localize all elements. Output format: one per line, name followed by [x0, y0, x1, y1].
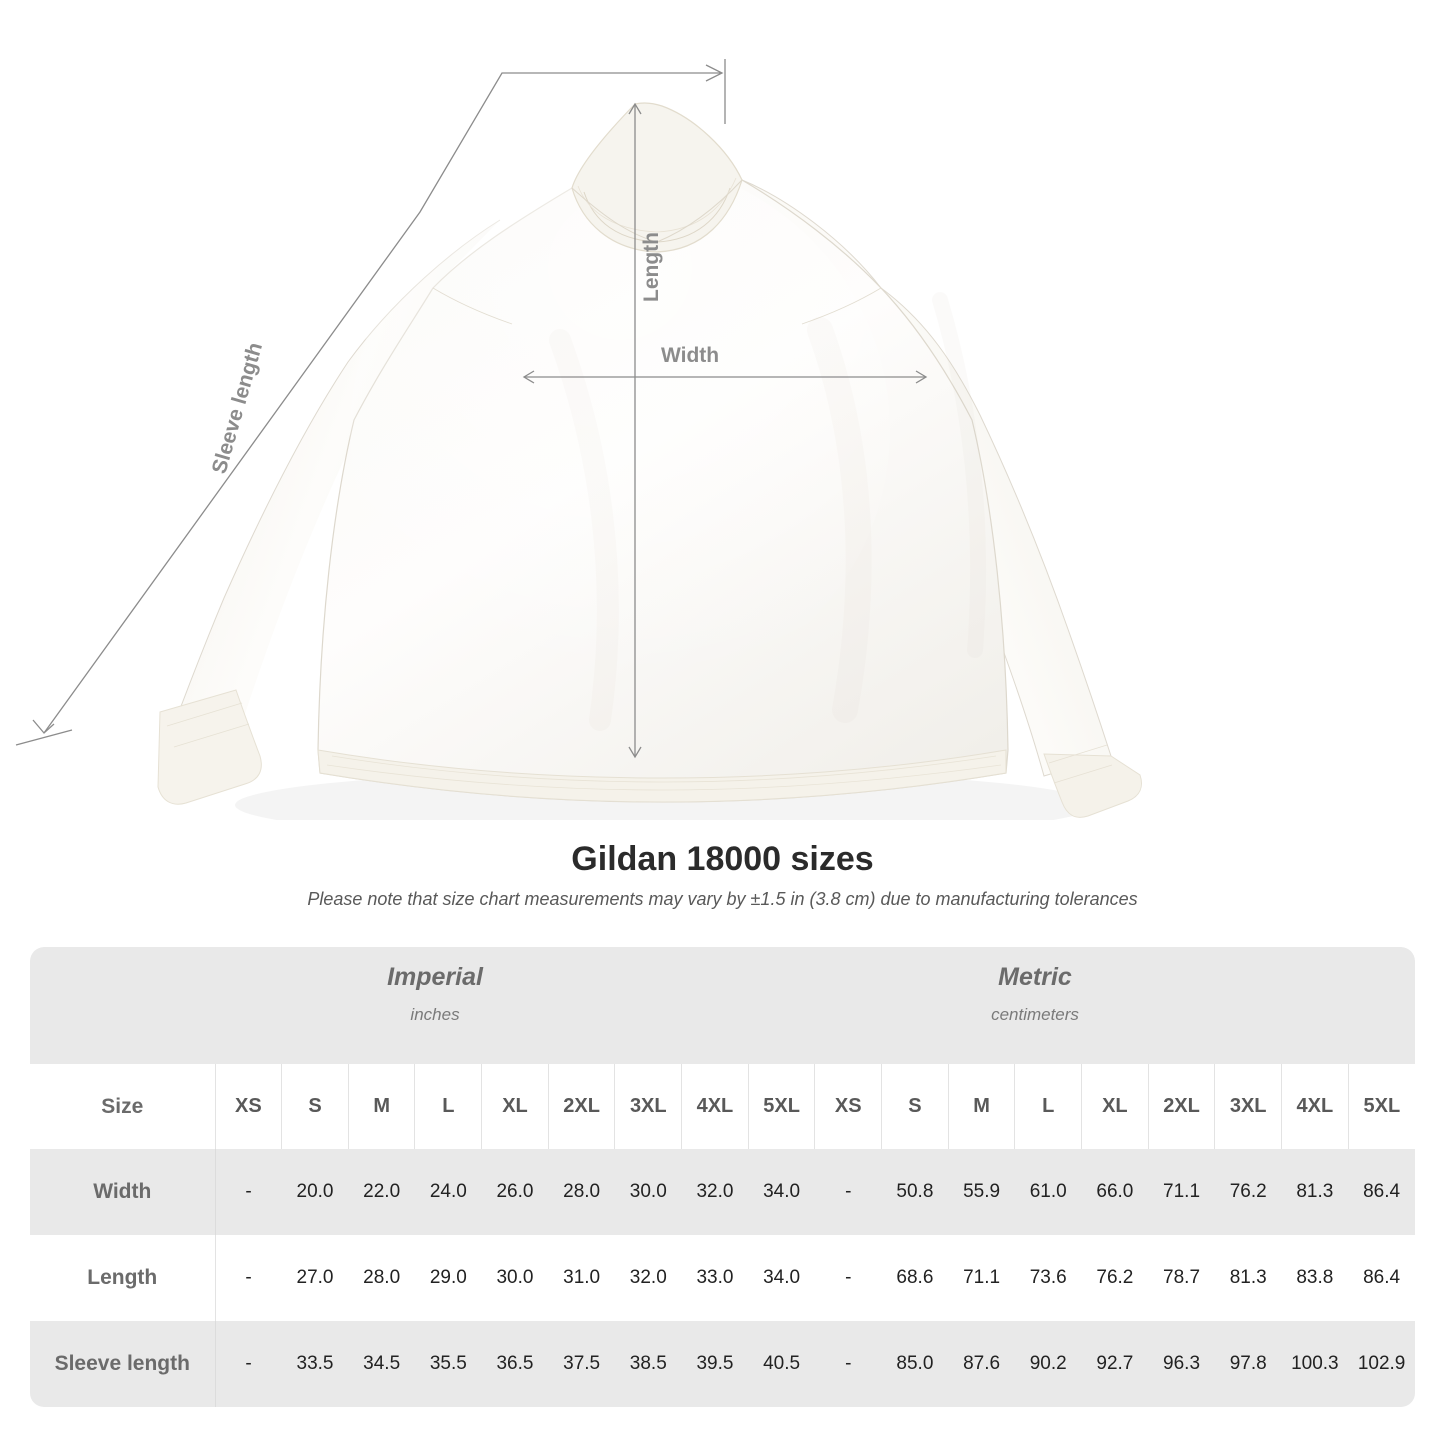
svg-text:Length: Length [640, 232, 663, 302]
svg-text:Sleeve length: Sleeve length [208, 340, 267, 476]
svg-text:Width: Width [661, 344, 719, 367]
